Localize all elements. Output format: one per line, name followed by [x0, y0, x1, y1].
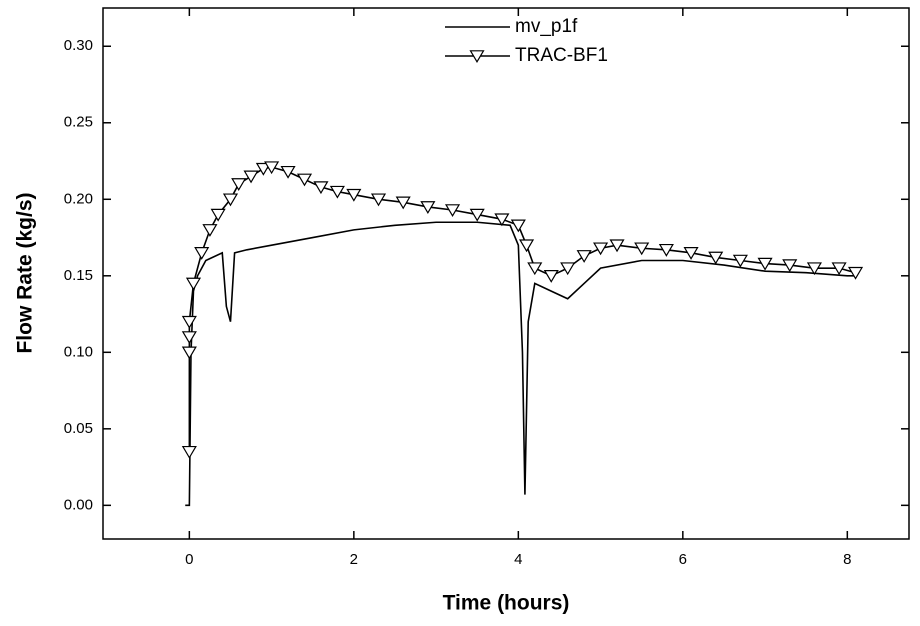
marker	[634, 242, 650, 256]
marker	[782, 259, 798, 273]
y-tick-label: 0.10	[64, 343, 93, 360]
marker	[255, 162, 271, 176]
marker	[264, 161, 280, 175]
plot-frame	[102, 7, 910, 540]
y-axis-label: Flow Rate (kg/s)	[14, 192, 37, 353]
x-tick-label: 4	[514, 551, 522, 568]
marker	[280, 165, 296, 179]
marker	[519, 239, 535, 253]
marker	[469, 208, 485, 222]
marker	[683, 247, 699, 260]
marker	[313, 181, 329, 195]
marker	[847, 266, 864, 280]
marker	[593, 242, 609, 256]
marker	[296, 173, 313, 187]
marker	[243, 170, 259, 184]
y-tick-label: 0.15	[64, 267, 93, 284]
series-line	[188, 166, 856, 452]
y-tick-label: 0.05	[64, 420, 93, 437]
marker	[181, 331, 197, 345]
marker	[231, 178, 247, 192]
marker	[420, 201, 436, 214]
marker	[831, 262, 847, 276]
series-line	[185, 221, 856, 507]
y-tick-label: 0.25	[64, 114, 93, 131]
marker	[444, 204, 461, 218]
legend-label: TRAC-BF1	[515, 45, 608, 66]
marker	[658, 243, 674, 257]
marker	[181, 315, 197, 329]
marker	[527, 262, 543, 276]
marker	[346, 188, 362, 202]
marker	[494, 213, 510, 227]
legend-marker	[469, 50, 485, 64]
marker	[185, 277, 202, 291]
marker	[757, 257, 773, 271]
x-tick-label: 6	[679, 551, 687, 568]
marker	[181, 445, 197, 459]
marker	[210, 208, 226, 222]
x-tick-label: 2	[350, 551, 358, 568]
marker	[510, 219, 526, 233]
legend-label: mv_p1f	[515, 16, 578, 37]
marker	[806, 262, 822, 276]
y-tick-label: 0.20	[64, 190, 93, 207]
marker	[222, 193, 239, 207]
marker	[181, 346, 197, 360]
x-tick-label: 0	[185, 551, 193, 568]
marker	[543, 269, 559, 283]
marker	[576, 250, 592, 263]
marker	[194, 247, 210, 260]
marker	[708, 251, 724, 265]
marker	[370, 193, 387, 207]
marker	[609, 239, 625, 253]
marker	[395, 196, 411, 210]
x-axis-label: Time (hours)	[443, 592, 570, 615]
marker	[202, 224, 218, 237]
y-tick-label: 0.30	[64, 37, 93, 54]
x-tick-label: 8	[843, 551, 851, 568]
marker	[329, 185, 345, 199]
y-tick-label: 0.00	[64, 496, 93, 513]
marker	[732, 254, 748, 268]
marker	[560, 262, 576, 276]
